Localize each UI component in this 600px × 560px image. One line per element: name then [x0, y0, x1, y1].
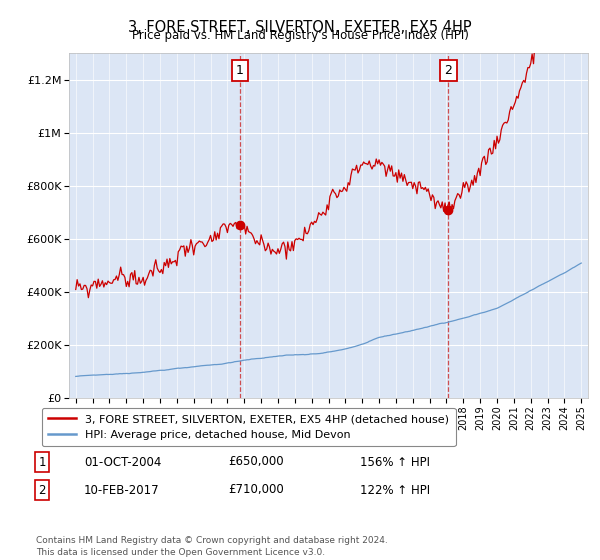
- Text: £710,000: £710,000: [228, 483, 284, 497]
- Text: 3, FORE STREET, SILVERTON, EXETER, EX5 4HP: 3, FORE STREET, SILVERTON, EXETER, EX5 4…: [128, 20, 472, 35]
- Text: 2: 2: [445, 64, 452, 77]
- Text: Contains HM Land Registry data © Crown copyright and database right 2024.
This d: Contains HM Land Registry data © Crown c…: [36, 536, 388, 557]
- Legend: 3, FORE STREET, SILVERTON, EXETER, EX5 4HP (detached house), HPI: Average price,: 3, FORE STREET, SILVERTON, EXETER, EX5 4…: [41, 408, 455, 446]
- Text: 10-FEB-2017: 10-FEB-2017: [84, 483, 160, 497]
- Text: Price paid vs. HM Land Registry's House Price Index (HPI): Price paid vs. HM Land Registry's House …: [131, 29, 469, 42]
- Text: £650,000: £650,000: [228, 455, 284, 469]
- Text: 1: 1: [38, 455, 46, 469]
- Text: 01-OCT-2004: 01-OCT-2004: [84, 455, 161, 469]
- Text: 1: 1: [236, 64, 244, 77]
- Text: 122% ↑ HPI: 122% ↑ HPI: [360, 483, 430, 497]
- Text: 2: 2: [38, 483, 46, 497]
- Text: 156% ↑ HPI: 156% ↑ HPI: [360, 455, 430, 469]
